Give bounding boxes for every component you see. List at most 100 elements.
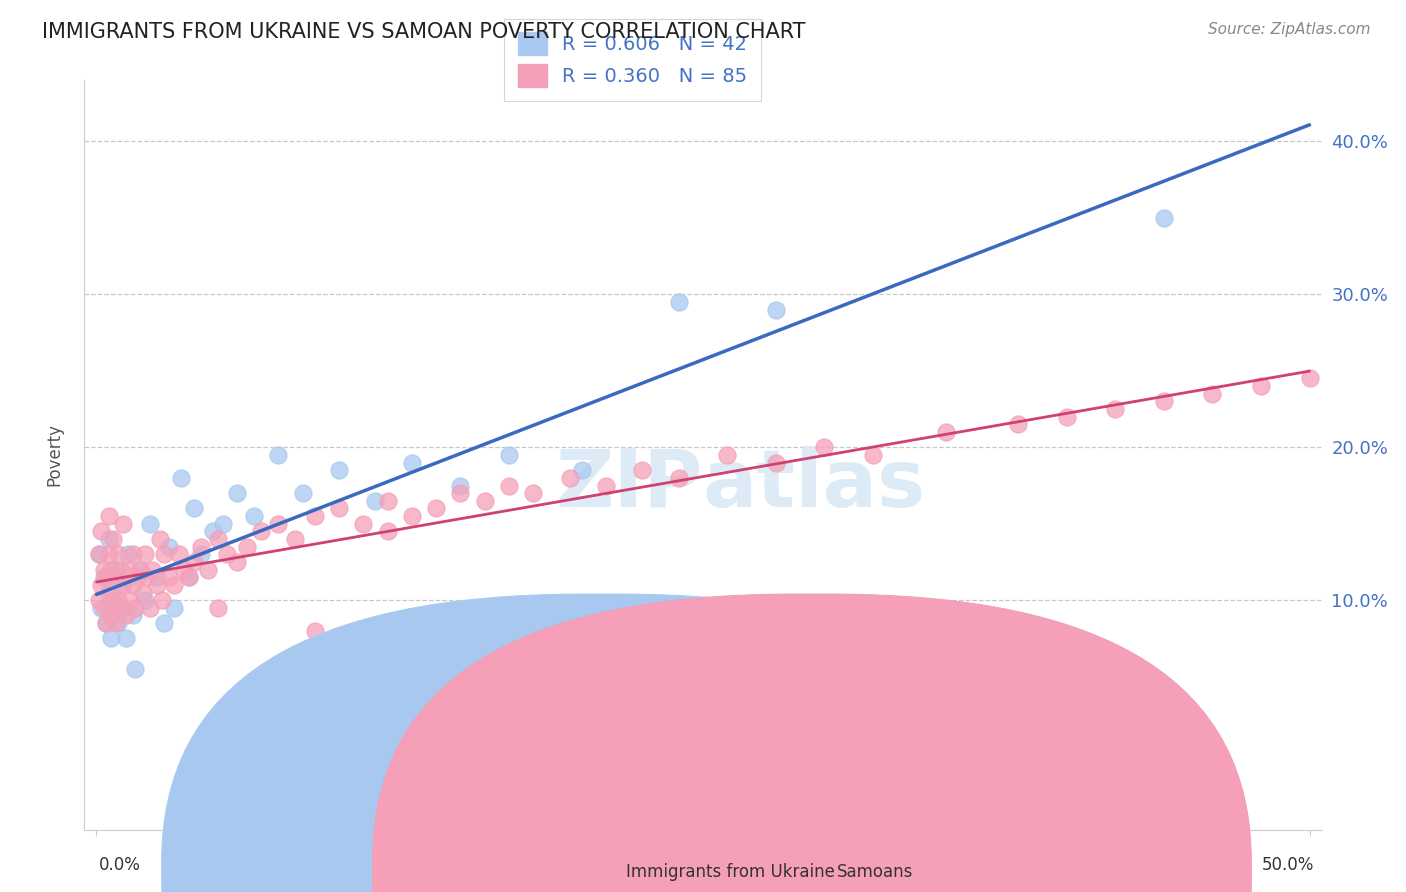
Point xyxy=(1056,409,1078,424)
Point xyxy=(211,516,233,531)
Point xyxy=(190,547,212,561)
Y-axis label: Poverty: Poverty xyxy=(45,424,63,486)
Point xyxy=(1201,386,1223,401)
Point xyxy=(190,540,212,554)
Point xyxy=(97,547,120,561)
Point xyxy=(129,563,152,577)
Point xyxy=(100,632,122,646)
Text: IMMIGRANTS FROM UKRAINE VS SAMOAN POVERTY CORRELATION CHART: IMMIGRANTS FROM UKRAINE VS SAMOAN POVERT… xyxy=(42,22,806,42)
Point xyxy=(122,547,145,561)
Point xyxy=(117,563,139,577)
Point xyxy=(352,516,374,531)
Point xyxy=(364,493,387,508)
Point xyxy=(571,463,593,477)
Point xyxy=(862,448,884,462)
Point xyxy=(328,463,350,477)
Point xyxy=(474,639,496,653)
Point xyxy=(103,593,125,607)
Point xyxy=(449,478,471,492)
Point xyxy=(107,593,129,607)
Point xyxy=(631,463,654,477)
Point xyxy=(96,616,118,631)
Point xyxy=(284,532,307,546)
Point xyxy=(401,456,423,470)
Point xyxy=(104,616,127,631)
Point xyxy=(595,478,617,492)
Point xyxy=(139,600,162,615)
Point xyxy=(304,624,326,638)
Point xyxy=(124,600,146,615)
Point xyxy=(97,509,120,524)
Point xyxy=(97,532,120,546)
Point xyxy=(226,555,249,569)
Point xyxy=(197,563,219,577)
Point xyxy=(136,570,159,584)
Point xyxy=(425,501,447,516)
Point xyxy=(522,486,544,500)
Point xyxy=(93,570,115,584)
Point xyxy=(90,524,112,539)
Point xyxy=(141,563,163,577)
Point xyxy=(90,600,112,615)
Point xyxy=(1007,417,1029,432)
Point xyxy=(177,570,200,584)
Point xyxy=(120,593,142,607)
Point xyxy=(146,578,169,592)
Text: Samoans: Samoans xyxy=(837,863,912,881)
Point xyxy=(207,532,229,546)
Point xyxy=(90,578,112,592)
Point xyxy=(1298,371,1320,385)
Point xyxy=(177,570,200,584)
Point xyxy=(167,547,190,561)
Point xyxy=(122,608,145,623)
Point xyxy=(87,547,110,561)
Text: Immigrants from Ukraine: Immigrants from Ukraine xyxy=(626,863,835,881)
Point xyxy=(134,593,156,607)
Point xyxy=(291,486,314,500)
Text: 50.0%: 50.0% xyxy=(1263,855,1315,873)
Point xyxy=(153,547,176,561)
Point xyxy=(110,600,132,615)
Point xyxy=(1104,402,1126,417)
Point xyxy=(134,547,156,561)
Point xyxy=(498,478,520,492)
Point xyxy=(163,578,186,592)
Text: atlas: atlas xyxy=(703,446,927,524)
Point xyxy=(117,547,139,561)
Point xyxy=(668,295,690,310)
Point xyxy=(131,585,153,599)
Point xyxy=(226,486,249,500)
Point xyxy=(114,632,136,646)
Point xyxy=(100,608,122,623)
Point xyxy=(217,547,239,561)
Point xyxy=(170,471,193,485)
Point xyxy=(96,616,118,631)
Point xyxy=(449,486,471,500)
Point xyxy=(97,600,120,615)
Point xyxy=(813,440,835,454)
Point xyxy=(377,493,399,508)
Point xyxy=(765,456,787,470)
Point xyxy=(377,524,399,539)
Point xyxy=(157,570,180,584)
Text: 0.0%: 0.0% xyxy=(98,855,141,873)
Point xyxy=(498,448,520,462)
Point xyxy=(304,509,326,524)
Point xyxy=(328,501,350,516)
Point xyxy=(150,593,173,607)
Point xyxy=(110,578,132,592)
Point xyxy=(114,608,136,623)
Point xyxy=(183,555,205,569)
Point xyxy=(558,471,581,485)
Point xyxy=(127,570,149,584)
Point xyxy=(104,570,127,584)
Point xyxy=(267,516,290,531)
Point xyxy=(112,578,135,592)
Point xyxy=(104,563,127,577)
Point xyxy=(122,578,145,592)
Point xyxy=(236,540,259,554)
Point xyxy=(163,600,186,615)
Point xyxy=(107,547,129,561)
Point xyxy=(97,585,120,599)
Point xyxy=(129,563,152,577)
